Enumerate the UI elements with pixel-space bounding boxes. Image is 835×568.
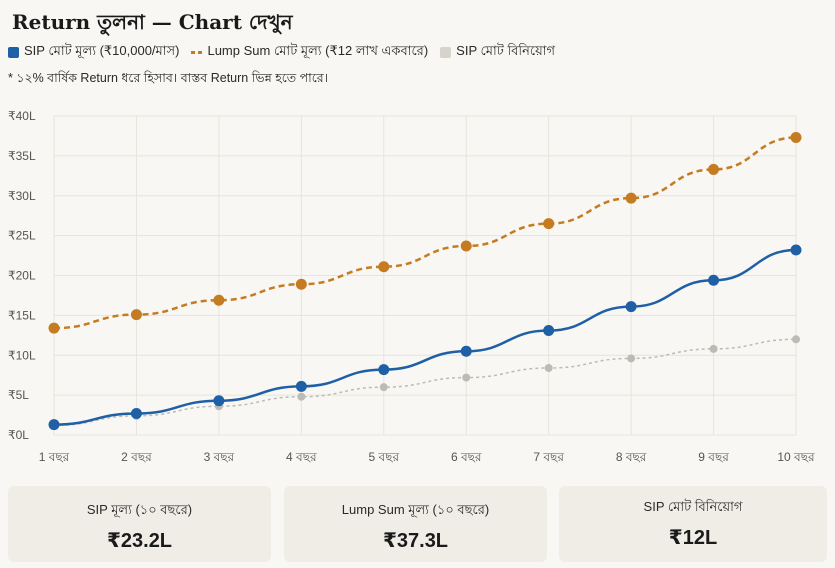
x-tick-label: 1 বছর (39, 450, 70, 464)
data-point-lump (213, 294, 225, 306)
legend-label-lump: Lump Sum মোট মূল্য (₹12 লাখ একবারে) (207, 43, 429, 58)
data-point-sip (790, 244, 802, 256)
summary-card-value: ₹37.3L (382, 530, 449, 552)
summary-card-label: SIP মূল্য (১০ বছরে) (86, 502, 193, 517)
data-point-lump (708, 163, 720, 175)
summary-card-label: Lump Sum মূল্য (১০ বছরে) (341, 502, 490, 517)
data-point-invest (297, 392, 306, 401)
legend-item-lump[interactable]: Lump Sum মোট মূল্য (₹12 লাখ একবারে) (191, 42, 428, 63)
legend-swatch-sip (8, 47, 19, 58)
assumption-note: * ১২% বার্ষিক Return ধরে হিসাব। বাস্তব R… (8, 71, 329, 85)
summary-card-sip-value: SIP মূল্য (১০ বছরে) ₹23.2L (8, 486, 271, 562)
series-line-sip (53, 248, 797, 426)
data-point-sip (213, 395, 225, 407)
y-tick-label: ₹40L (8, 109, 36, 123)
summary-card-lump-value: Lump Sum মূল্য (১০ বছরে) ₹37.3L (284, 486, 547, 562)
summary-card-value: ₹12L (668, 527, 718, 549)
data-point-invest (627, 354, 636, 363)
y-tick-label: ₹10L (8, 348, 36, 362)
legend-item-sip[interactable]: SIP মোট মূল্য (₹10,000/মাস) (8, 42, 179, 63)
data-point-invest (544, 364, 553, 373)
x-tick-label: 10 বছর (777, 450, 815, 464)
legend-label-invest: SIP মোট বিনিয়োগ (456, 43, 556, 58)
y-tick-label: ₹15L (8, 308, 36, 322)
x-tick-label: 2 বছর (121, 450, 152, 464)
data-point-lump (790, 132, 802, 144)
summary-card-value: ₹23.2L (106, 530, 173, 552)
data-point-invest (709, 344, 718, 353)
summary-card-label: SIP মোট বিনিয়োগ (643, 499, 743, 514)
legend-label-sip: SIP মোট মূল্য (₹10,000/মাস) (24, 43, 180, 58)
data-point-sip (543, 325, 555, 337)
data-point-invest (379, 383, 388, 392)
page-title: Return তুলনা — Chart দেখুন (12, 10, 293, 34)
y-tick-label: ₹20L (8, 269, 36, 283)
x-tick-label: 7 বছর (533, 450, 564, 464)
y-tick-label: ₹0L (8, 428, 29, 442)
x-tick-label: 8 বছর (616, 450, 647, 464)
summary-cards: SIP মূল্য (১০ বছরে) ₹23.2L Lump Sum মূল্… (8, 486, 827, 562)
x-tick-label: 3 বছর (204, 450, 235, 464)
x-tick-label: 4 বছর (286, 450, 317, 464)
data-point-lump (295, 278, 307, 290)
legend-item-invest[interactable]: SIP মোট বিনিয়োগ (440, 42, 555, 63)
y-tick-label: ₹35L (8, 149, 36, 163)
chart-legend: SIP মোট মূল্য (₹10,000/মাস) Lump Sum মোট… (8, 42, 555, 63)
summary-card-sip-invest: SIP মোট বিনিয়োগ ₹12L (559, 486, 827, 562)
data-point-lump (130, 309, 142, 321)
data-point-invest (792, 335, 800, 344)
series-line-invest (53, 338, 797, 427)
data-point-sip (708, 274, 720, 286)
x-tick-label: 5 বছর (368, 450, 399, 464)
data-point-invest (462, 373, 471, 382)
data-point-sip (48, 419, 60, 431)
series-line-lump (53, 136, 797, 330)
data-point-lump (48, 322, 60, 334)
data-point-lump (543, 218, 555, 230)
line-chart: ₹0L ₹5L ₹10L ₹15L ₹20L ₹25L ₹30L ₹35L ₹40L 1 বছর 2… (8, 109, 815, 464)
legend-swatch-invest (440, 47, 452, 58)
data-point-sip (625, 301, 637, 313)
data-point-lump (378, 261, 390, 273)
legend-swatch-lump (191, 51, 203, 54)
y-tick-label: ₹30L (8, 189, 36, 203)
x-tick-label: 6 বছর (451, 450, 482, 464)
data-point-sip (378, 364, 390, 376)
y-tick-label: ₹5L (8, 388, 29, 402)
data-point-sip (460, 345, 472, 357)
data-point-sip (295, 380, 307, 392)
data-point-lump (460, 240, 472, 252)
data-point-lump (625, 192, 637, 204)
x-tick-label: 9 বছর (698, 450, 729, 464)
y-tick-label: ₹25L (8, 229, 36, 243)
data-point-sip (130, 407, 142, 419)
